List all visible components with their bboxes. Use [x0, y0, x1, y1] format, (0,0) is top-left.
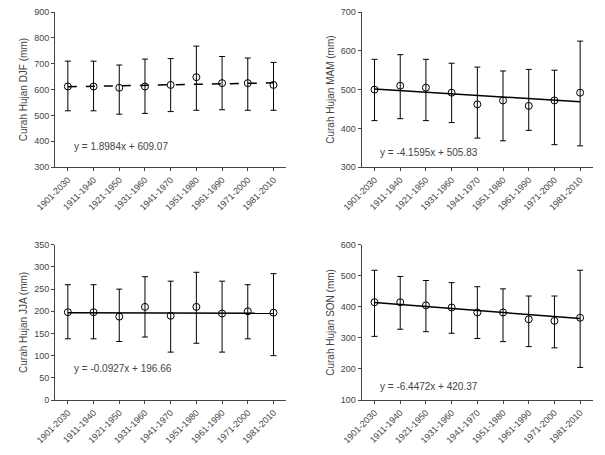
svg-text:250: 250	[34, 284, 49, 294]
svg-text:1931-1960: 1931-1960	[112, 175, 150, 213]
svg-text:1941-1970: 1941-1970	[138, 408, 176, 446]
svg-text:1961-1990: 1961-1990	[189, 175, 227, 213]
svg-text:600: 600	[341, 46, 356, 56]
svg-text:y = -6.4472x + 420.37: y = -6.4472x + 420.37	[380, 381, 478, 392]
svg-text:400: 400	[341, 124, 356, 134]
svg-text:Curah Hujan SON (mm): Curah Hujan SON (mm)	[325, 269, 336, 376]
svg-text:1981-2010: 1981-2010	[547, 408, 585, 446]
svg-text:Curah Hujan DJF (mm): Curah Hujan DJF (mm)	[18, 38, 29, 141]
svg-text:1921-1950: 1921-1950	[393, 175, 431, 213]
svg-text:1901-2030: 1901-2030	[35, 175, 73, 213]
svg-text:1911-1940: 1911-1940	[61, 408, 98, 445]
svg-text:1971-2000: 1971-2000	[522, 175, 560, 213]
svg-text:1901-2030: 1901-2030	[342, 175, 380, 213]
svg-text:1961-1990: 1961-1990	[189, 408, 227, 446]
svg-text:1931-1960: 1931-1960	[419, 175, 457, 213]
svg-text:500: 500	[341, 271, 356, 281]
svg-text:150: 150	[34, 329, 49, 339]
svg-text:350: 350	[34, 240, 49, 250]
svg-text:700: 700	[341, 7, 356, 17]
svg-text:1901-2030: 1901-2030	[35, 408, 73, 446]
svg-text:1951-1980: 1951-1980	[470, 175, 508, 213]
svg-text:1951-1980: 1951-1980	[470, 408, 508, 446]
svg-text:Curah Hujan JJA (mm): Curah Hujan JJA (mm)	[18, 272, 29, 373]
svg-text:1971-2000: 1971-2000	[522, 408, 560, 446]
svg-text:1951-1980: 1951-1980	[163, 175, 201, 213]
svg-text:1921-1950: 1921-1950	[86, 408, 124, 446]
svg-text:500: 500	[341, 85, 356, 95]
svg-text:300: 300	[34, 162, 49, 172]
svg-text:1921-1950: 1921-1950	[86, 175, 124, 213]
svg-text:700: 700	[34, 59, 49, 69]
svg-text:300: 300	[34, 262, 49, 272]
svg-text:1981-2010: 1981-2010	[241, 408, 279, 446]
svg-text:50: 50	[39, 373, 49, 383]
svg-text:100: 100	[34, 351, 49, 361]
svg-text:y = 1.8984x + 609.07: y = 1.8984x + 609.07	[74, 141, 168, 152]
svg-text:y = -0.0927x + 196.66: y = -0.0927x + 196.66	[74, 363, 172, 374]
svg-text:1931-1960: 1931-1960	[419, 408, 457, 446]
svg-text:1911-1940: 1911-1940	[368, 175, 405, 212]
svg-text:400: 400	[34, 136, 49, 146]
svg-text:200: 200	[341, 364, 356, 374]
svg-text:300: 300	[341, 333, 356, 343]
svg-text:600: 600	[34, 85, 49, 95]
svg-text:400: 400	[341, 302, 356, 312]
svg-text:1981-2010: 1981-2010	[241, 175, 279, 213]
svg-text:Curah Hujan MAM (mm): Curah Hujan MAM (mm)	[325, 35, 336, 143]
svg-text:1941-1970: 1941-1970	[444, 175, 482, 213]
svg-text:900: 900	[34, 7, 49, 17]
svg-text:1941-1970: 1941-1970	[138, 175, 176, 213]
svg-text:y = -4.1595x + 505.83: y = -4.1595x + 505.83	[380, 147, 478, 158]
svg-text:0: 0	[44, 395, 49, 405]
svg-text:1961-1990: 1961-1990	[496, 175, 534, 213]
svg-text:1921-1950: 1921-1950	[393, 408, 431, 446]
svg-text:800: 800	[34, 33, 49, 43]
svg-text:1951-1980: 1951-1980	[163, 408, 201, 446]
svg-text:1931-1960: 1931-1960	[112, 408, 150, 446]
svg-text:1971-2000: 1971-2000	[215, 408, 253, 446]
svg-text:1911-1940: 1911-1940	[61, 175, 98, 212]
svg-text:200: 200	[34, 306, 49, 316]
svg-text:1961-1990: 1961-1990	[496, 408, 534, 446]
svg-text:1971-2000: 1971-2000	[215, 175, 253, 213]
svg-text:1901-2030: 1901-2030	[342, 408, 380, 446]
svg-text:300: 300	[341, 162, 356, 172]
svg-text:500: 500	[34, 111, 49, 121]
svg-text:1941-1970: 1941-1970	[444, 408, 482, 446]
svg-text:600: 600	[341, 240, 356, 250]
svg-text:1981-2010: 1981-2010	[547, 175, 585, 213]
svg-text:1911-1940: 1911-1940	[368, 408, 405, 445]
svg-text:100: 100	[341, 395, 356, 405]
